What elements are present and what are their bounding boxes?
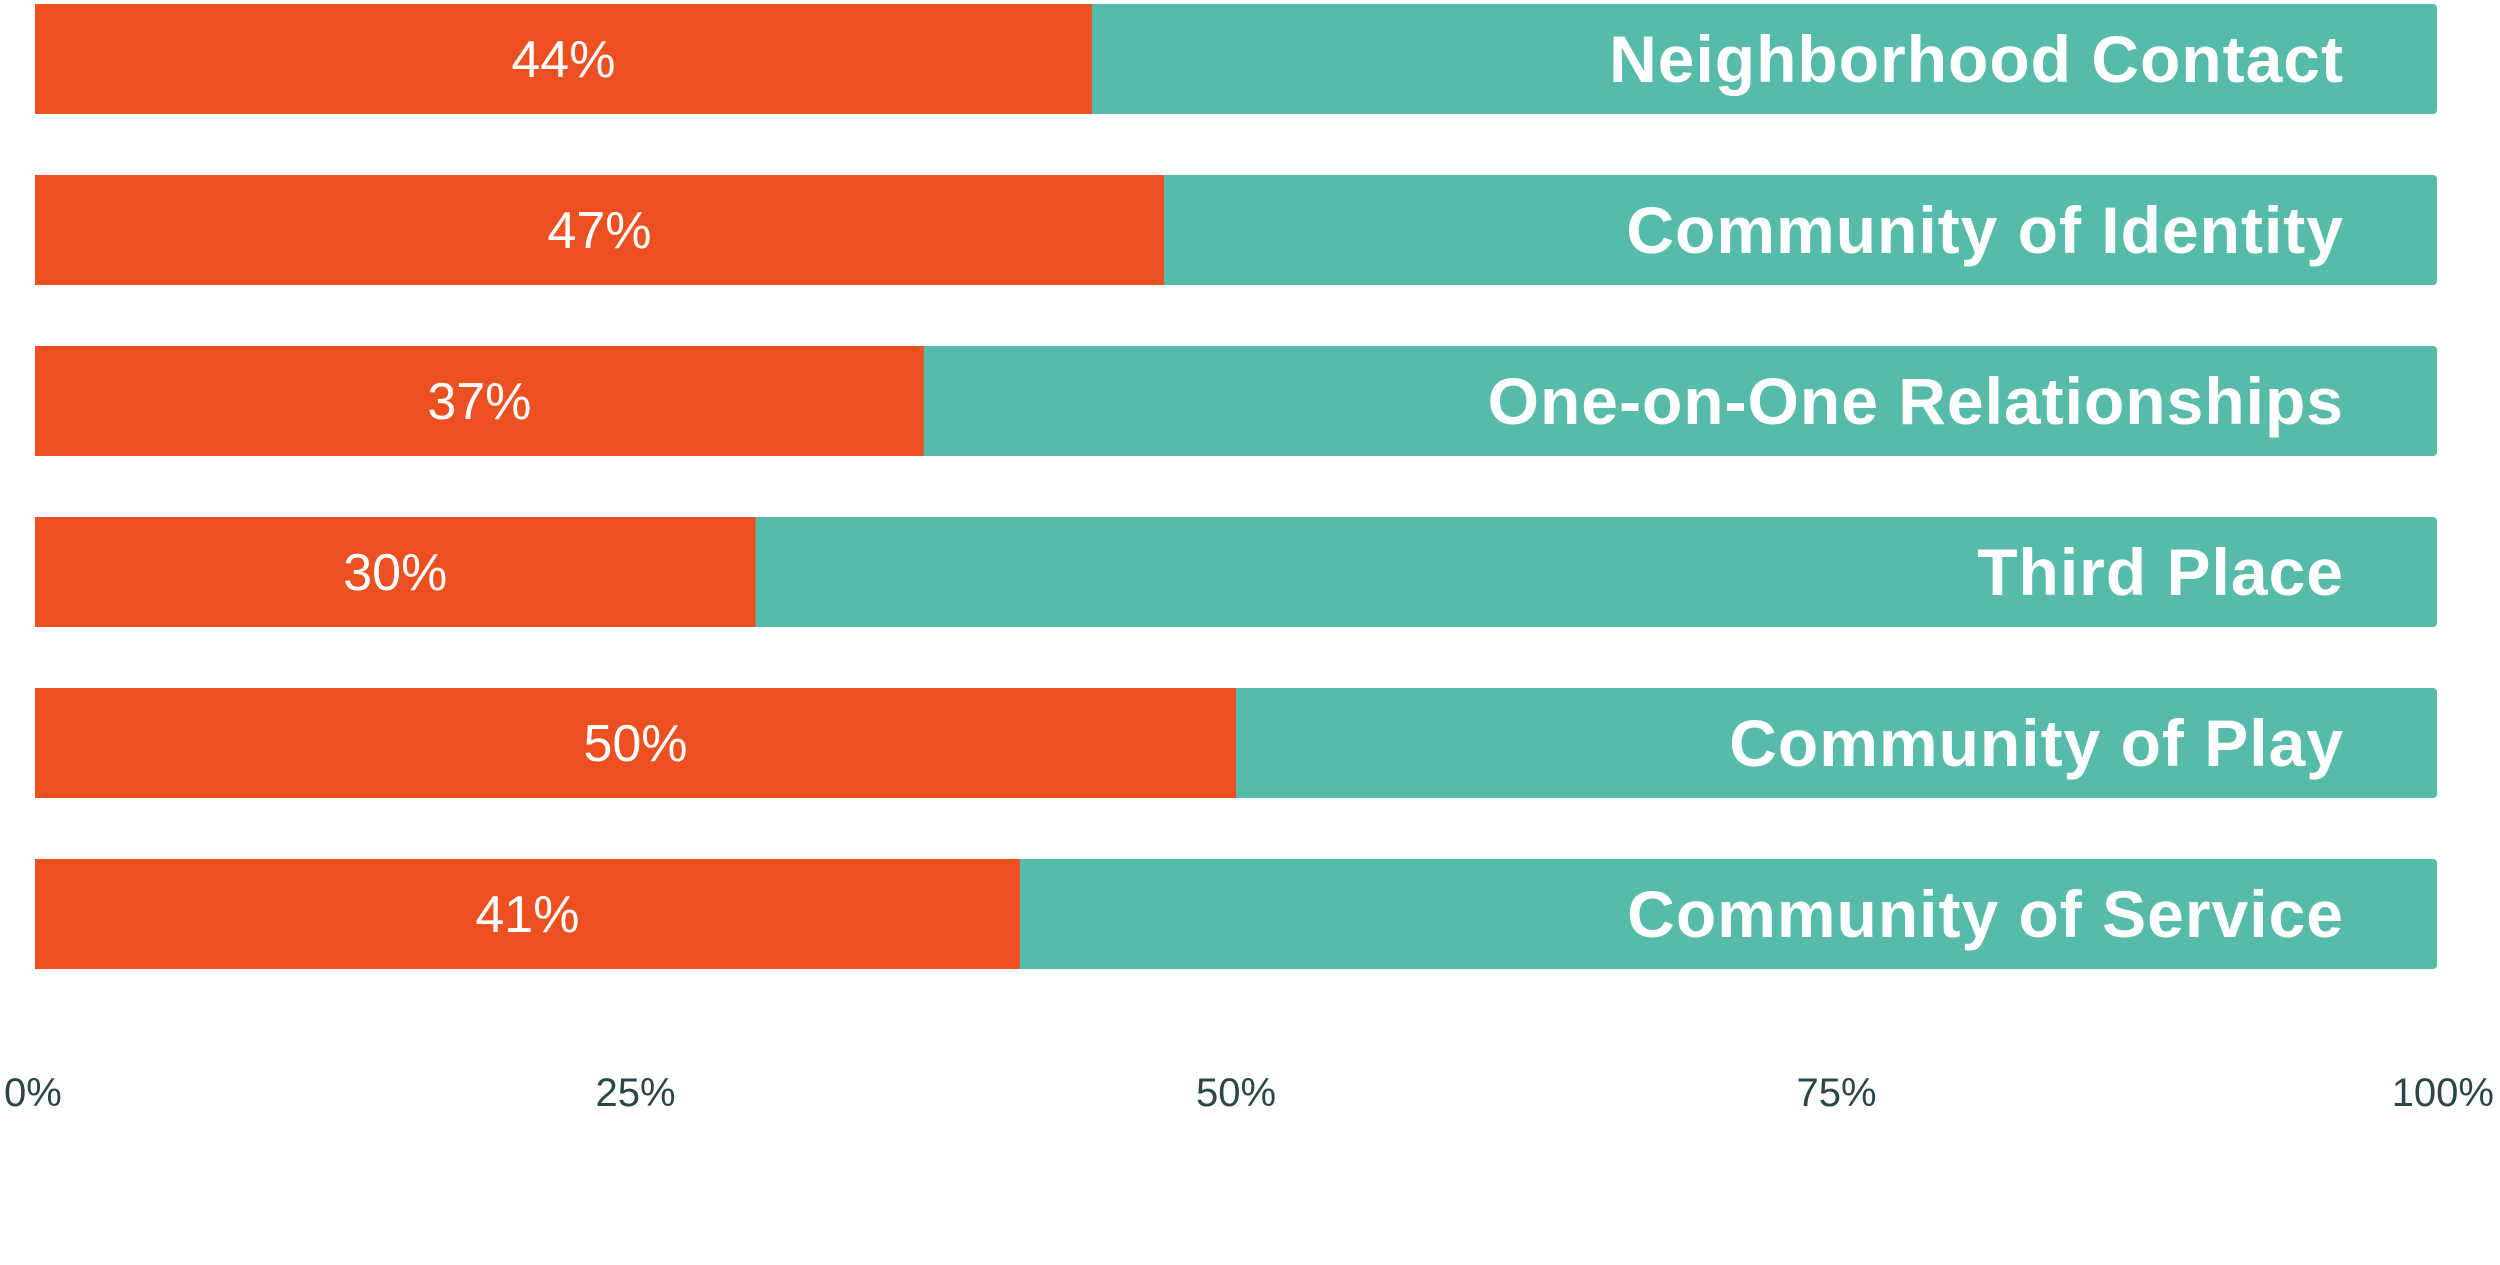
bar-row: 47% Community of Identity: [35, 175, 2437, 285]
bar-value: [35, 859, 1020, 969]
bar-value-label: 50%: [583, 715, 687, 773]
bar-row: 37% One-on-One Relationships: [35, 346, 2437, 456]
bar-row: 50% Community of Play: [35, 688, 2437, 798]
x-tick-label: 25%: [595, 1071, 675, 1115]
bar-row: 41% Community of Service: [35, 859, 2437, 969]
category-label: Community of Play: [1729, 706, 2344, 780]
x-tick-label: 75%: [1796, 1071, 1876, 1115]
x-tick-label: 0%: [4, 1071, 62, 1115]
bar-value: [35, 346, 924, 456]
x-axis: 0% 25% 50% 75% 100%: [4, 1071, 2494, 1115]
category-label: Neighborhood Contact: [1609, 22, 2344, 96]
bar-group: 44% Neighborhood Contact 47% Community of I…: [35, 4, 2437, 969]
x-tick-label: 100%: [2392, 1071, 2494, 1115]
bar-value: [35, 517, 756, 627]
bar-value-label: 37%: [427, 373, 531, 431]
bar-row: 30% Third Place: [35, 517, 2437, 627]
bar-value: [35, 688, 1236, 798]
category-label: Community of Service: [1627, 877, 2344, 951]
x-tick-label: 50%: [1196, 1071, 1276, 1115]
bar-value-label: 44%: [511, 31, 615, 89]
bar-value-label: 41%: [475, 886, 579, 944]
category-label: Third Place: [1977, 535, 2344, 609]
category-label: Community of Identity: [1626, 193, 2344, 267]
bar-row: 44% Neighborhood Contact: [35, 4, 2437, 114]
bar-value: [35, 4, 1092, 114]
category-label: One-on-One Relationships: [1488, 364, 2344, 438]
bar-value-label: 30%: [343, 544, 447, 602]
bar-value: [35, 175, 1164, 285]
bar-value-label: 47%: [547, 202, 651, 260]
